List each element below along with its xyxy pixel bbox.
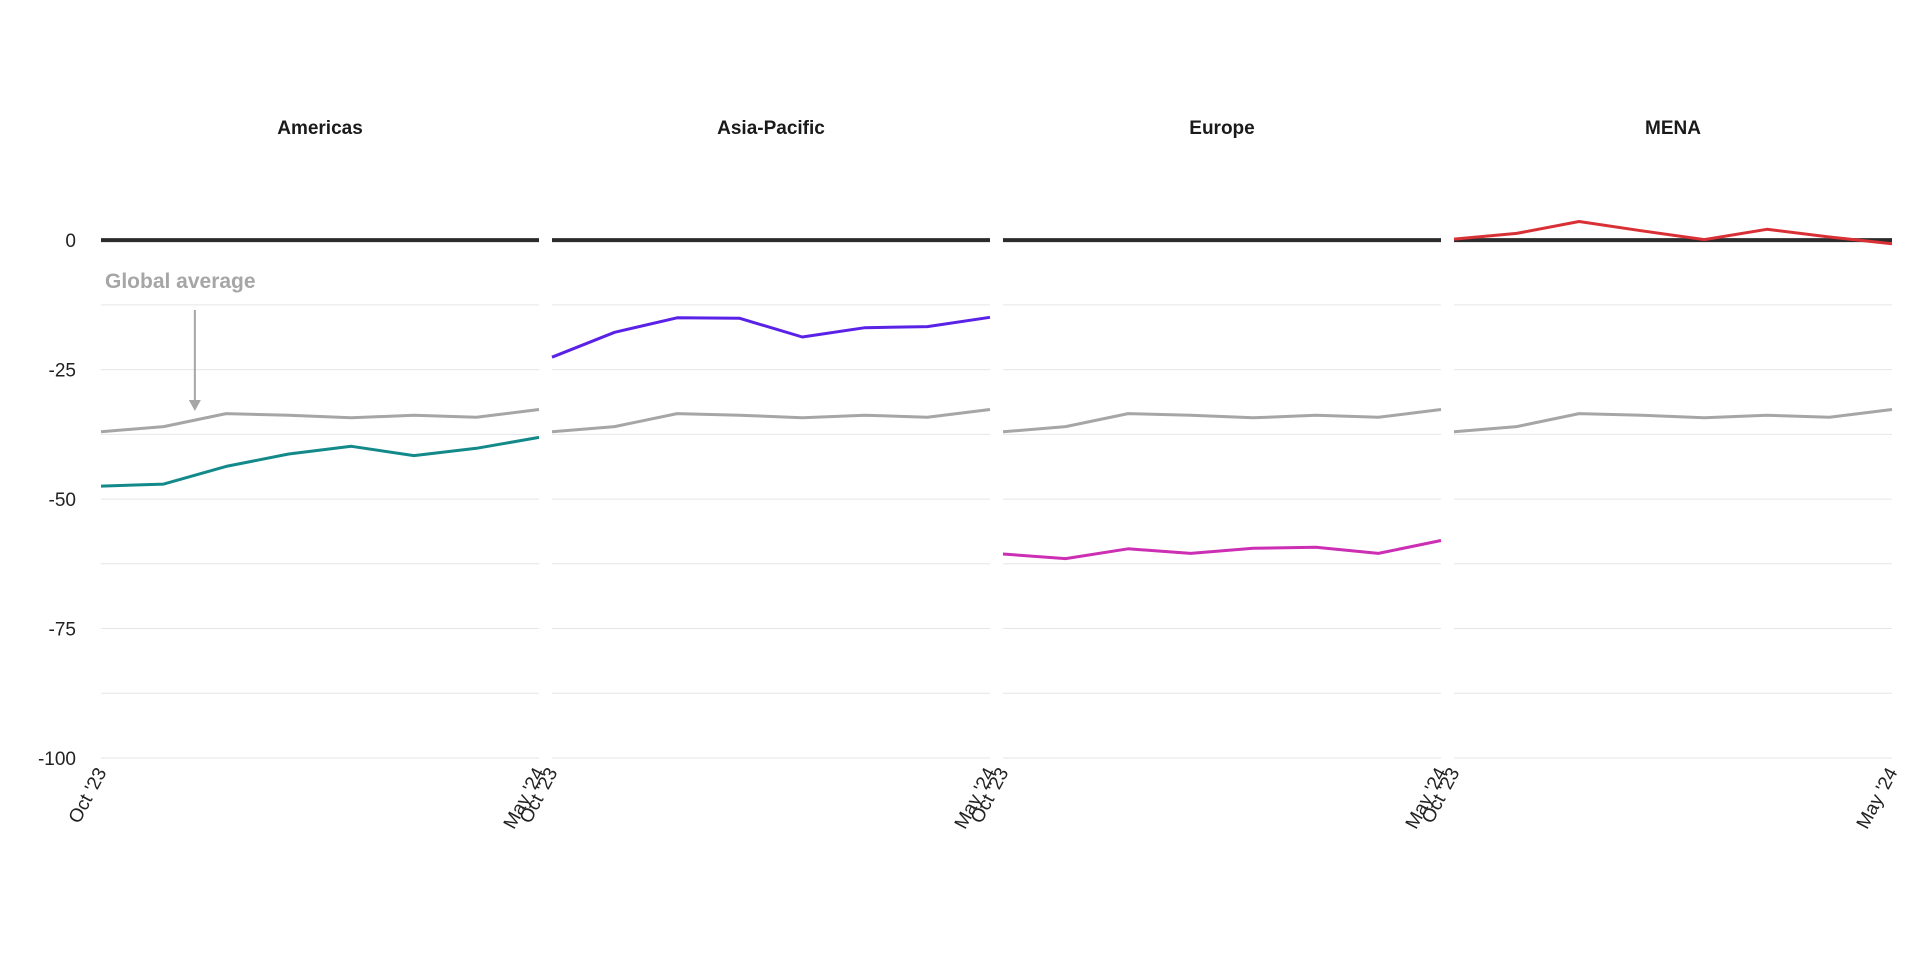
global-average-line [1453, 408, 1893, 434]
x-tick-label: Oct '23 [65, 764, 112, 826]
y-tick-label: 0 [65, 231, 76, 252]
series-line [100, 435, 540, 488]
y-tick-label: -25 [49, 361, 76, 382]
global-average-line [100, 408, 540, 434]
global-average-line [1002, 408, 1442, 434]
global-average-line [551, 408, 991, 434]
annotation-arrow-head [188, 400, 201, 411]
annotation-label: Global average [105, 270, 256, 293]
y-tick-label: -50 [49, 490, 76, 511]
x-tick-label: May '24 [1853, 764, 1903, 832]
panel-title: Americas [277, 118, 363, 139]
series-line [1002, 539, 1442, 561]
panel-title: MENA [1645, 118, 1701, 139]
panel-title: Asia-Pacific [717, 118, 825, 139]
panel-title: Europe [1189, 118, 1254, 139]
series-line [1453, 220, 1893, 246]
series-line [551, 315, 991, 359]
y-tick-label: -100 [38, 749, 76, 770]
y-tick-label: -75 [49, 620, 76, 641]
